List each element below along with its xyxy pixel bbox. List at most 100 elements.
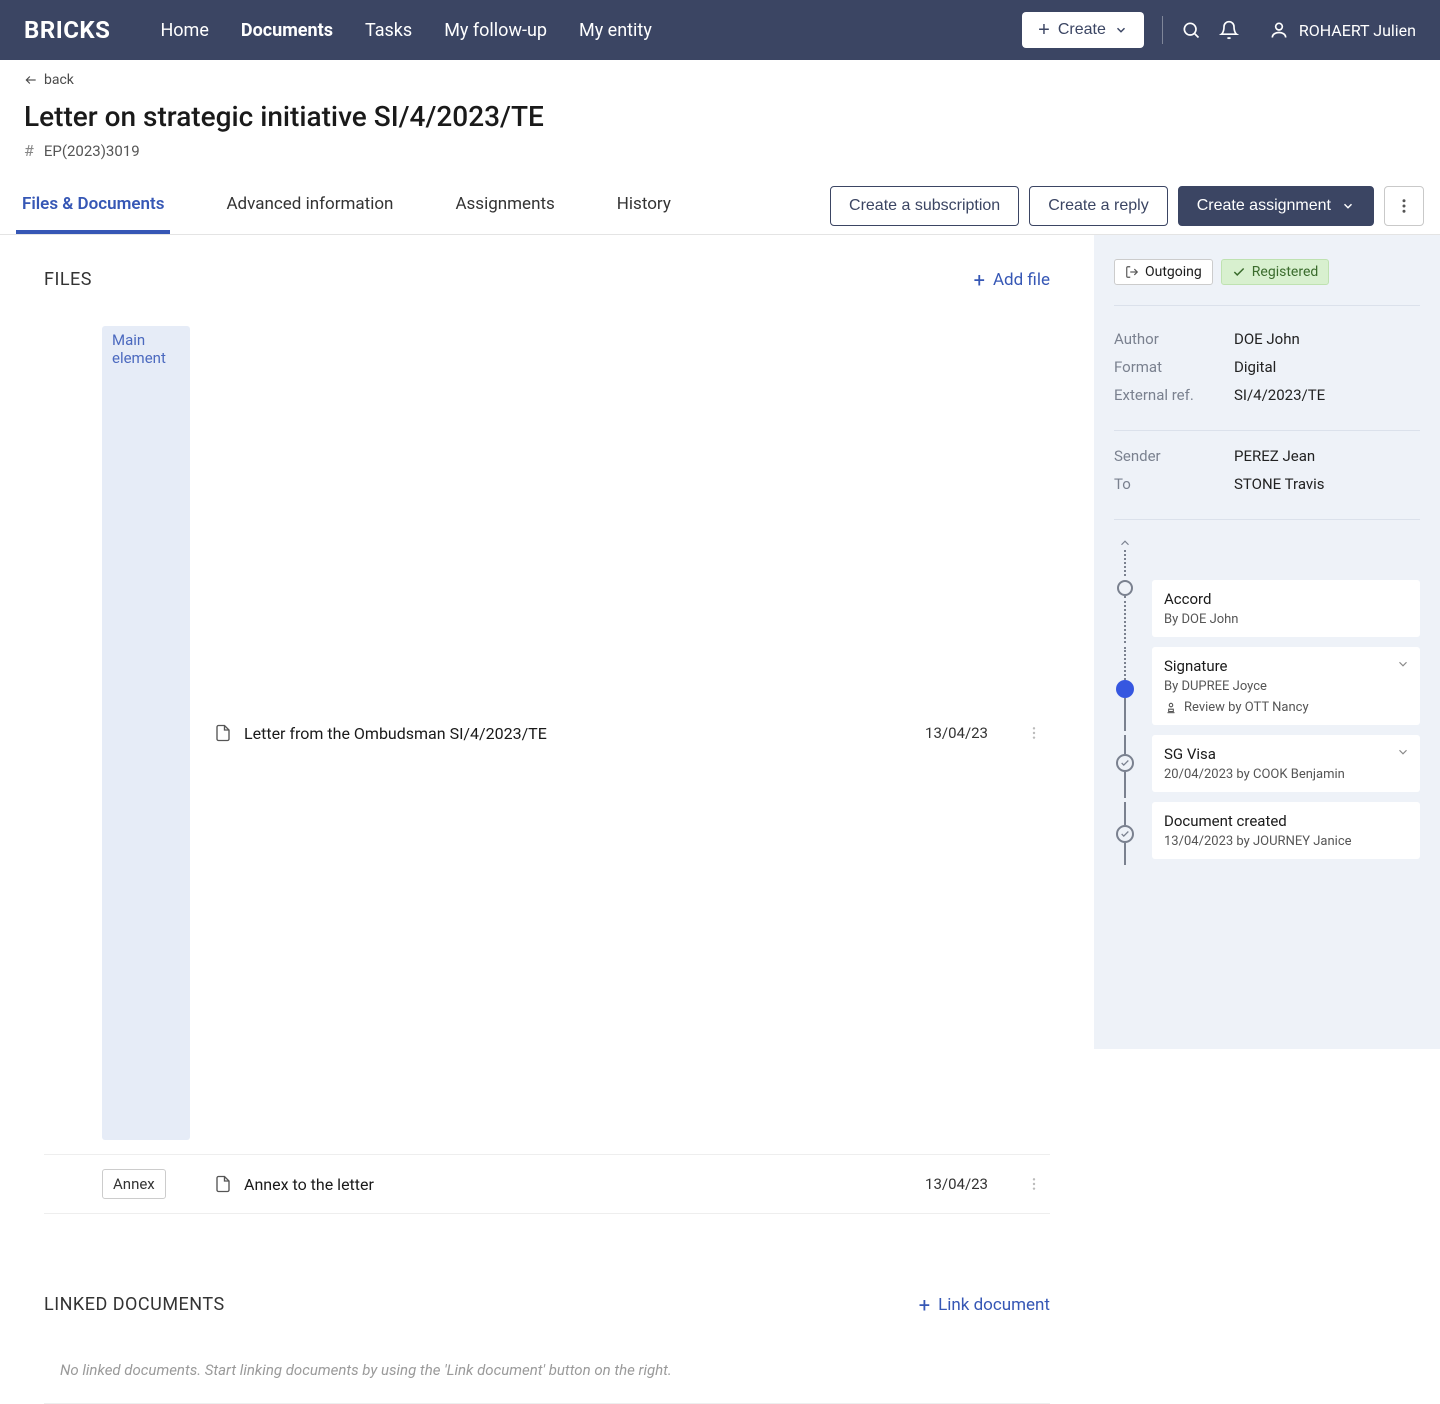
meta-label: Format (1114, 358, 1234, 376)
badge-outgoing: Outgoing (1114, 259, 1213, 285)
nav-followup[interactable]: My follow-up (444, 20, 547, 41)
timeline-node-done-icon (1116, 825, 1134, 843)
badge-outgoing-label: Outgoing (1145, 264, 1202, 280)
timeline-title: Document created (1164, 812, 1408, 830)
timeline-review: Review by OTT Nancy (1184, 700, 1309, 715)
timeline-title: Accord (1164, 590, 1408, 608)
create-assignment-button[interactable]: Create assignment (1178, 186, 1374, 226)
nav-documents[interactable]: Documents (241, 20, 333, 41)
side-panel: Outgoing Registered Author DOE John Form… (1094, 235, 1440, 1049)
file-icon (214, 724, 232, 742)
more-actions-button[interactable] (1384, 186, 1424, 226)
file-date: 13/04/23 (925, 1175, 988, 1193)
user-menu[interactable]: ROHAERT Julien (1269, 20, 1416, 40)
timeline-item[interactable]: Signature By DUPREE Joyce Review by OTT … (1114, 647, 1420, 735)
file-name: Letter from the Ombudsman SI/4/2023/TE (244, 724, 925, 743)
timeline: Accord By DOE John Signature By DUPREE J… (1114, 536, 1420, 869)
app-header: BRICKS Home Documents Tasks My follow-up… (0, 0, 1440, 60)
add-file-label: Add file (993, 270, 1050, 290)
main-content: FILES + Add file Main element Letter fro… (0, 235, 1094, 1049)
meta-block-1: Author DOE John Format Digital External … (1114, 330, 1420, 431)
tab-history[interactable]: History (611, 180, 677, 234)
nav-home[interactable]: Home (160, 20, 208, 41)
create-reply-button[interactable]: Create a reply (1029, 186, 1168, 226)
nav-tasks[interactable]: Tasks (365, 20, 412, 41)
check-icon (1232, 265, 1246, 279)
meta-value: PEREZ Jean (1234, 447, 1315, 465)
back-link[interactable]: back (24, 72, 74, 88)
timeline-item[interactable]: SG Visa 20/04/2023 by COOK Benjamin (1114, 735, 1420, 802)
hash-icon: # (24, 141, 34, 160)
timeline-sub: By DUPREE Joyce (1164, 679, 1408, 694)
header-divider (1162, 16, 1163, 44)
create-assignment-label: Create assignment (1197, 197, 1331, 215)
tab-assignments[interactable]: Assignments (449, 180, 560, 234)
chevron-down-icon (1396, 657, 1410, 671)
badge-registered-label: Registered (1252, 264, 1318, 280)
create-button-label: Create (1058, 21, 1106, 39)
timeline-sub: 20/04/2023 by COOK Benjamin (1164, 767, 1408, 782)
user-icon (1269, 20, 1289, 40)
link-document-button[interactable]: + Link document (919, 1295, 1050, 1315)
file-icon (214, 1175, 232, 1193)
arrow-left-icon (24, 73, 38, 87)
files-section-title: FILES (44, 269, 92, 290)
timeline-sub: 13/04/2023 by JOURNEY Janice (1164, 834, 1408, 849)
timeline-node-current-icon (1116, 680, 1134, 698)
linked-empty-hint: No linked documents. Start linking docum… (44, 1337, 1050, 1404)
file-tag: Annex (102, 1169, 166, 1199)
user-name: ROHAERT Julien (1299, 21, 1416, 40)
create-button[interactable]: + Create (1022, 12, 1144, 48)
stamp-icon (1164, 701, 1178, 715)
timeline-title: SG Visa (1164, 745, 1408, 763)
meta-block-2: Sender PEREZ Jean To STONE Travis (1114, 447, 1420, 520)
tab-files[interactable]: Files & Documents (16, 180, 170, 234)
page-header: back Letter on strategic initiative SI/4… (0, 60, 1440, 160)
timeline-item[interactable]: Document created 13/04/2023 by JOURNEY J… (1114, 802, 1420, 869)
meta-value: SI/4/2023/TE (1234, 386, 1325, 404)
chevron-down-icon (1396, 745, 1410, 759)
tabs-actions-row: Files & Documents Advanced information A… (0, 178, 1440, 235)
meta-label: Sender (1114, 447, 1234, 465)
timeline-node-done-icon (1116, 754, 1134, 772)
badge-registered: Registered (1221, 259, 1329, 285)
timeline-sub: By DOE John (1164, 612, 1408, 627)
timeline-title: Signature (1164, 657, 1408, 675)
file-row[interactable]: Annex Annex to the letter 13/04/23 (44, 1155, 1050, 1214)
timeline-item[interactable]: Accord By DOE John (1114, 580, 1420, 647)
file-date: 13/04/23 (925, 724, 988, 742)
plus-icon: + (1038, 20, 1050, 40)
search-icon[interactable] (1181, 20, 1201, 40)
back-label: back (44, 72, 74, 88)
meta-value: DOE John (1234, 330, 1300, 348)
plus-icon: + (919, 1295, 930, 1315)
page-title: Letter on strategic initiative SI/4/2023… (24, 100, 1416, 133)
meta-label: External ref. (1114, 386, 1234, 404)
chevron-down-icon (1114, 23, 1128, 37)
file-row-menu[interactable] (1018, 725, 1050, 741)
meta-value: Digital (1234, 358, 1276, 376)
document-reference: EP(2023)3019 (44, 142, 140, 160)
bell-icon[interactable] (1219, 20, 1239, 40)
dots-vertical-icon (1395, 197, 1413, 215)
chevron-up-icon (1118, 536, 1132, 550)
file-row[interactable]: Main element Letter from the Ombudsman S… (44, 312, 1050, 1155)
brand-logo: BRICKS (24, 16, 110, 44)
file-name: Annex to the letter (244, 1175, 925, 1194)
arrow-out-icon (1125, 265, 1139, 279)
tab-advanced[interactable]: Advanced information (220, 180, 399, 234)
linked-section-title: LINKED DOCUMENTS (44, 1294, 225, 1315)
create-subscription-button[interactable]: Create a subscription (830, 186, 1019, 226)
timeline-node-open-icon (1117, 580, 1133, 596)
file-row-menu[interactable] (1018, 1176, 1050, 1192)
chevron-down-icon (1341, 199, 1355, 213)
tabs: Files & Documents Advanced information A… (16, 179, 677, 233)
meta-label: Author (1114, 330, 1234, 348)
plus-icon: + (974, 270, 985, 290)
file-tag: Main element (102, 326, 190, 1140)
link-document-label: Link document (938, 1295, 1050, 1315)
nav-entity[interactable]: My entity (579, 20, 652, 41)
main-nav: Home Documents Tasks My follow-up My ent… (160, 20, 651, 41)
meta-label: To (1114, 475, 1234, 493)
add-file-button[interactable]: + Add file (974, 270, 1050, 290)
